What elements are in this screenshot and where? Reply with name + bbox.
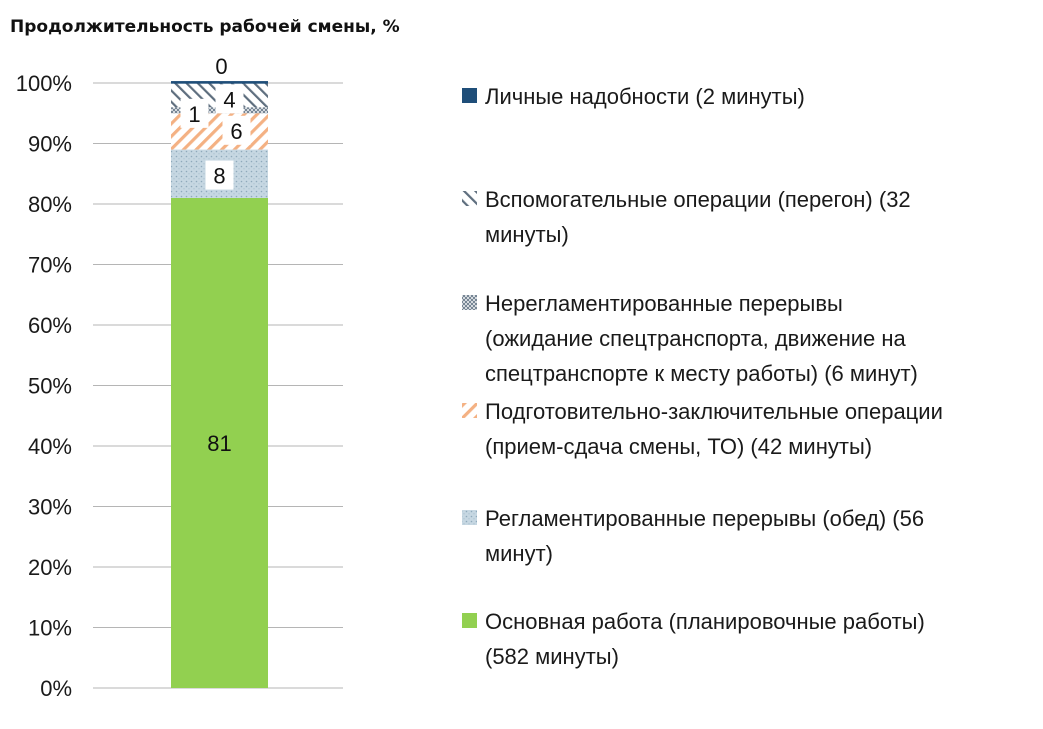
legend: Личные надобности (2 минуты) Вспомогатель… xyxy=(462,84,943,669)
data-label-box xyxy=(222,115,251,145)
legend-label: Личные надобности (2 минуты) xyxy=(485,84,805,109)
y-axis-ticks: 0% 10% 20% 30% 40% 50% 60% 70% 80% 90% 100% xyxy=(16,71,72,701)
legend-label: (ожидание спецтранспорта, движение на xyxy=(485,326,907,351)
legend-item: Регламентированные перерывы (обед) (56 ми… xyxy=(462,506,924,566)
y-tick-label: 20% xyxy=(28,555,72,580)
y-tick-label: 70% xyxy=(28,253,72,278)
legend-label: Нерегламентированные перерывы xyxy=(485,291,843,316)
data-label-box xyxy=(205,160,234,190)
legend-label: Подготовительно-заключительные операции xyxy=(485,399,943,424)
data-label: 4 xyxy=(223,87,235,112)
data-label: 0 xyxy=(215,54,227,79)
legend-item: Личные надобности (2 минуты) xyxy=(462,84,805,109)
y-tick-label: 40% xyxy=(28,434,72,459)
y-tick-label: 80% xyxy=(28,192,72,217)
data-labels: 81 86 14 0 xyxy=(180,51,251,456)
y-tick-label: 60% xyxy=(28,313,72,338)
stacked-bar xyxy=(171,81,268,688)
legend-swatch xyxy=(462,191,477,206)
bar-segment-cap xyxy=(171,81,268,84)
legend-label: Регламентированные перерывы (обед) (56 xyxy=(485,506,924,531)
legend-swatch xyxy=(462,403,477,418)
data-label-box xyxy=(207,51,236,81)
legend-label: минут) xyxy=(485,541,553,566)
data-label-box xyxy=(215,84,244,114)
data-label-box xyxy=(180,98,209,128)
data-label: 1 xyxy=(188,102,200,127)
y-tick-label: 10% xyxy=(28,616,72,641)
data-label: 8 xyxy=(213,164,225,189)
data-label: 81 xyxy=(207,431,231,456)
legend-label: Основная работа (планировочные работы) xyxy=(485,609,925,634)
y-tick-label: 50% xyxy=(28,374,72,399)
legend-label: спецтранспорте к месту работы) (6 минут) xyxy=(485,361,918,386)
y-tick-label: 0% xyxy=(40,676,72,701)
legend-label: Вспомогательные операции (перегон) (32 xyxy=(485,187,911,212)
legend-swatch xyxy=(462,613,477,628)
legend-label: минуты) xyxy=(485,222,569,247)
legend-swatch xyxy=(462,88,477,103)
legend-item: Нерегламентированные перерывы (ожидание с… xyxy=(462,291,918,386)
legend-label: (582 минуты) xyxy=(485,644,619,669)
bar-segment xyxy=(171,197,268,688)
legend-swatch xyxy=(462,510,477,525)
legend-item: Вспомогательные операции (перегон) (32 ми… xyxy=(462,187,911,247)
legend-item: Основная работа (планировочные работы) (5… xyxy=(462,609,925,669)
legend-item: Подготовительно-заключительные операции (… xyxy=(462,399,943,459)
chart-title: Продолжительность рабочей смены, % xyxy=(10,17,400,37)
legend-swatch xyxy=(462,295,477,310)
data-label: 6 xyxy=(230,119,242,144)
y-tick-label: 100% xyxy=(16,71,72,96)
y-tick-label: 30% xyxy=(28,495,72,520)
legend-label: (прием-сдача смены, ТО) (42 минуты) xyxy=(485,434,872,459)
y-tick-label: 90% xyxy=(28,132,72,157)
